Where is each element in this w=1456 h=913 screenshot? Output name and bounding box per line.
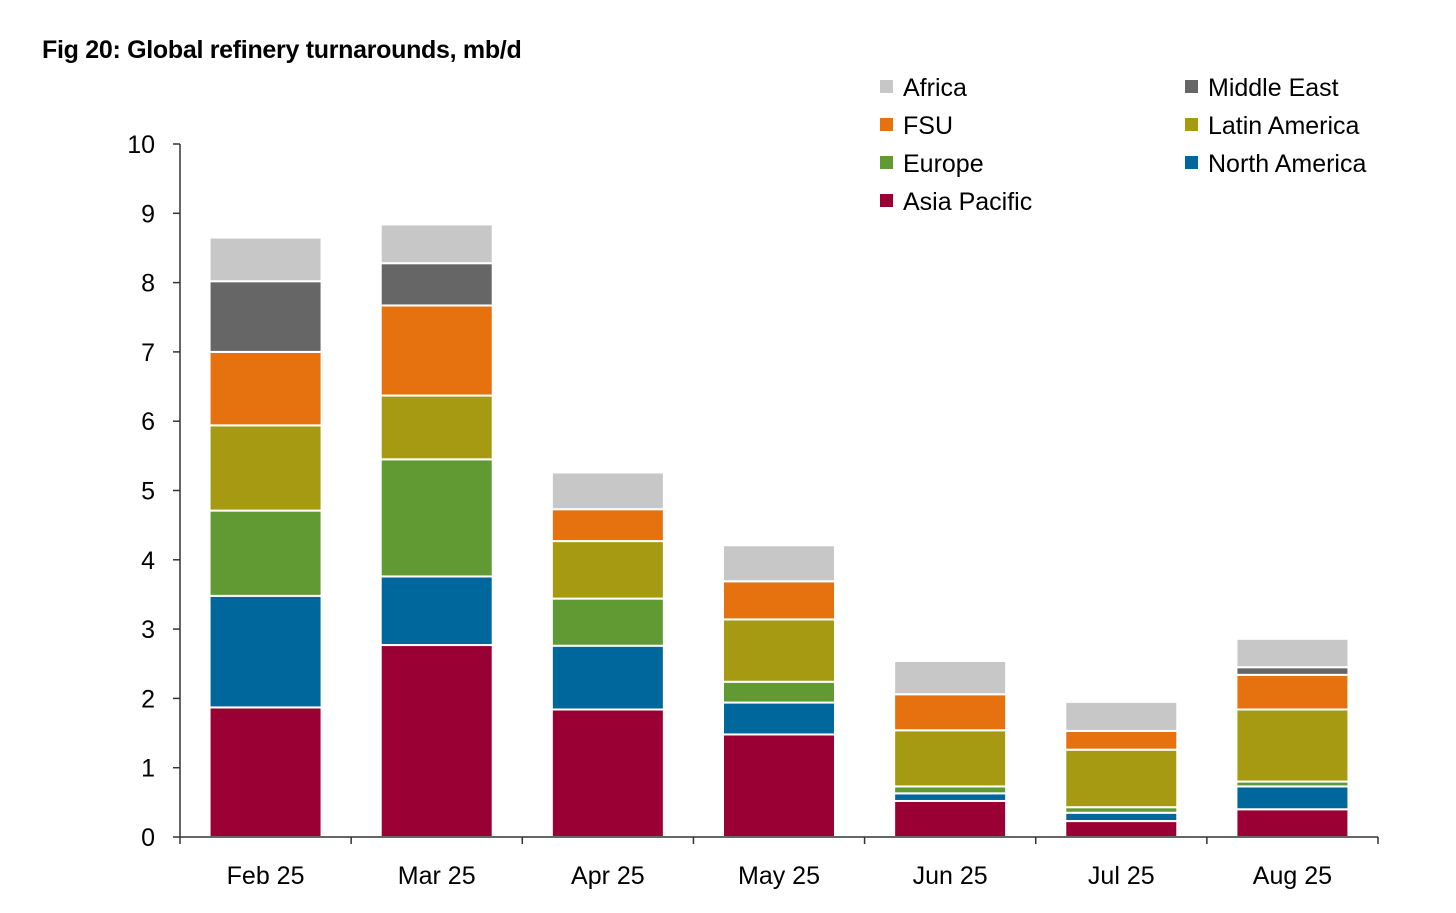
legend-label: Middle East <box>1208 74 1339 102</box>
bar-segment <box>1235 673 1350 711</box>
y-tick-label: 7 <box>141 339 155 367</box>
x-tick-label: Aug 25 <box>1253 862 1332 890</box>
y-tick-label: 2 <box>141 685 155 713</box>
y-tick-label: 4 <box>141 547 155 575</box>
bar-segment <box>722 618 836 683</box>
legend-swatch <box>880 118 893 131</box>
bar-segment <box>1235 808 1350 839</box>
bar-segment <box>379 458 494 578</box>
bar-segment <box>208 350 323 427</box>
bar-segment <box>550 597 665 647</box>
legend-swatch <box>880 80 893 93</box>
bar-segment <box>379 394 494 461</box>
legend-swatch <box>1185 80 1198 93</box>
x-tick-label: May 25 <box>738 862 820 890</box>
bar-segment <box>1235 785 1350 811</box>
bar-segment <box>379 644 494 838</box>
bar-segment <box>722 544 836 583</box>
bar-segment <box>1064 820 1179 838</box>
bar-segment <box>1064 811 1179 823</box>
bar-group <box>208 223 1350 839</box>
bar-segment <box>893 659 1008 696</box>
bar-segment <box>379 223 494 265</box>
legend-swatch <box>1185 156 1198 169</box>
bar-segment <box>379 304 494 397</box>
legend-label: Latin America <box>1208 112 1360 140</box>
y-tick-label: 5 <box>141 478 155 506</box>
bar-segment <box>550 471 665 511</box>
legend-label: Europe <box>903 150 984 178</box>
chart-title: Fig 20: Global refinery turnarounds, mb/… <box>42 36 522 64</box>
bar-segment <box>208 236 323 283</box>
bar-segment <box>550 644 665 711</box>
bar-segment <box>550 508 665 543</box>
legend-label: Asia Pacific <box>903 188 1032 216</box>
bar-segment <box>550 540 665 600</box>
bar-segment <box>722 733 836 838</box>
y-tick-label: 0 <box>141 824 155 852</box>
y-tick-label: 9 <box>141 200 155 228</box>
x-tick-label: Feb 25 <box>227 862 305 890</box>
bar-segment <box>208 509 323 597</box>
bar-segment <box>893 729 1008 788</box>
bar-segment <box>893 792 1008 802</box>
bar-segment <box>1064 729 1179 751</box>
legend-swatch <box>880 194 893 207</box>
legend-label: FSU <box>903 112 953 140</box>
bar-segment <box>893 799 1008 838</box>
legend-swatch <box>1185 118 1198 131</box>
bar-segment <box>550 708 665 838</box>
legend-label: Africa <box>903 74 967 102</box>
legend-swatch <box>880 156 893 169</box>
bar-segment <box>208 280 323 353</box>
y-tick-label: 1 <box>141 755 155 783</box>
bar-segment <box>208 424 323 512</box>
bar-segment <box>1235 637 1350 669</box>
bar-segment <box>1064 700 1179 732</box>
bar-segment <box>722 680 836 704</box>
bar-segment <box>1064 748 1179 809</box>
y-tick-label: 8 <box>141 270 155 298</box>
bar-segment <box>1235 708 1350 783</box>
x-tick-label: Mar 25 <box>398 862 476 890</box>
axes: 0 1 2 3 4 5 6 7 8 9 10 Feb 25 Mar 25 Apr 25 May 25 Jun … <box>127 131 1379 890</box>
x-tick-label: Jun 25 <box>913 862 988 890</box>
legend-label: North America <box>1208 150 1366 178</box>
bar-segment <box>893 785 1008 795</box>
y-tick-label: 10 <box>127 131 155 159</box>
bar-segment <box>893 693 1008 732</box>
bar-segment <box>379 262 494 307</box>
y-tick-label: 6 <box>141 408 155 436</box>
bar-segment <box>722 701 836 736</box>
bar-segment <box>208 594 323 709</box>
bar-segment <box>208 706 323 838</box>
x-tick-label: Jul 25 <box>1088 862 1155 890</box>
bar-segment <box>1235 666 1350 676</box>
bar-segment <box>722 580 836 621</box>
bar-segment <box>379 575 494 647</box>
legend: Africa Middle East FSU Latin America Europe N… <box>880 74 1366 216</box>
x-tick-label: Apr 25 <box>571 862 645 890</box>
y-tick-label: 3 <box>141 616 155 644</box>
